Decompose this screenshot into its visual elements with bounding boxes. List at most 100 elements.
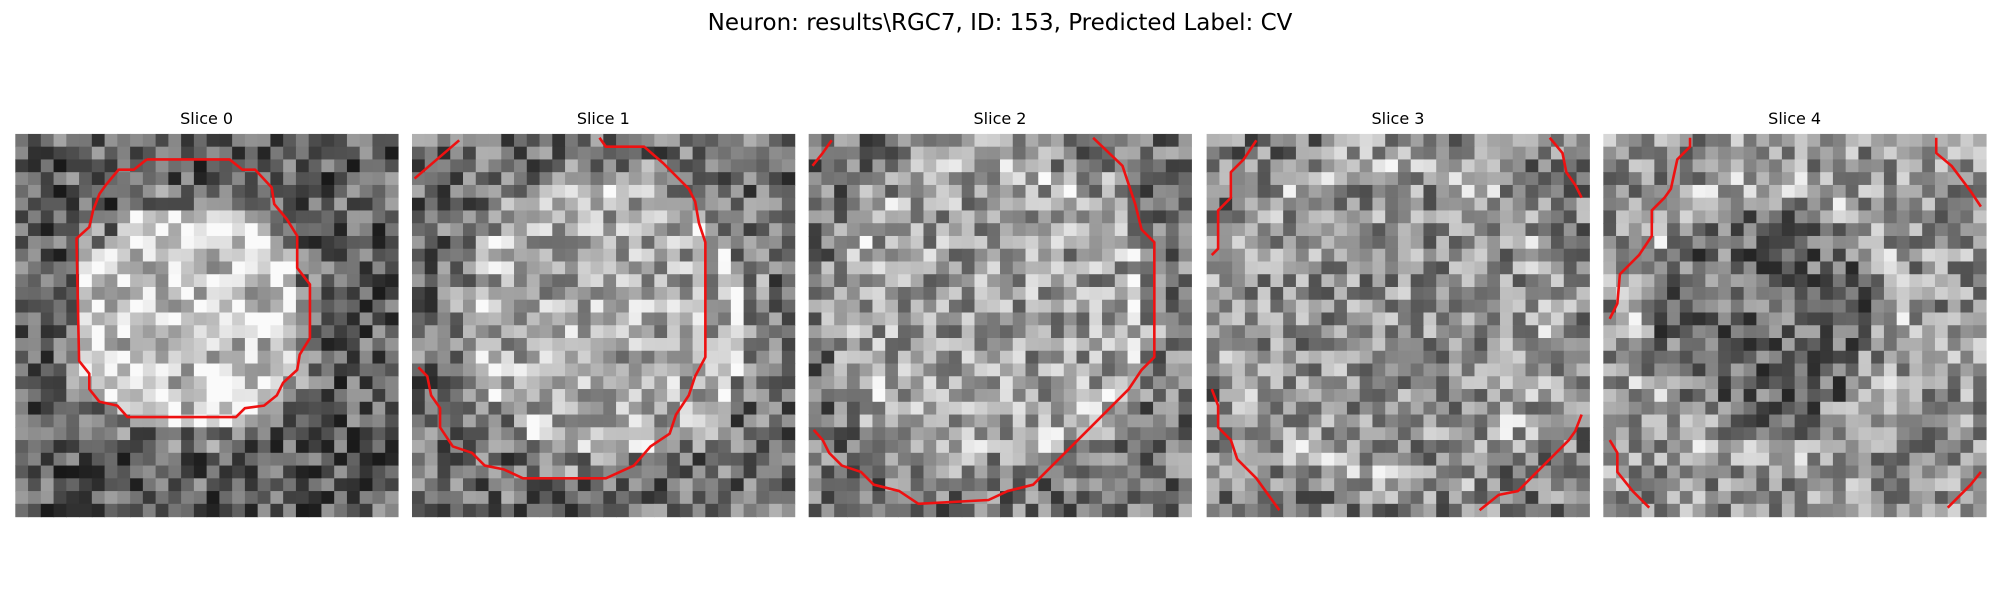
pixel [1000, 286, 1014, 301]
pixel [1063, 465, 1078, 479]
pixel [1551, 235, 1565, 250]
pixel [1283, 465, 1297, 479]
pixel [834, 133, 848, 148]
pixel [1692, 478, 1706, 492]
pixel [437, 440, 451, 454]
pixel [1769, 172, 1783, 186]
pixel [1178, 261, 1192, 275]
pixel [1244, 172, 1259, 186]
pixel [897, 401, 912, 416]
pixel [1525, 172, 1539, 186]
pixel [526, 440, 541, 454]
pixel [1461, 478, 1476, 492]
pixel [808, 210, 823, 224]
pixel [846, 299, 861, 314]
pixel [1705, 401, 1719, 416]
pixel [821, 325, 835, 339]
pixel [1883, 312, 1898, 326]
pixel [577, 389, 592, 403]
pixel [1359, 299, 1374, 314]
pixel [1232, 325, 1246, 339]
pixel [359, 312, 374, 326]
pixel [1794, 261, 1808, 275]
pixel [359, 210, 374, 224]
pixel [641, 184, 655, 199]
pixel [1769, 440, 1783, 454]
pixel [628, 184, 643, 199]
pixel [1603, 235, 1617, 250]
pixel [705, 503, 719, 518]
pixel [219, 248, 233, 263]
pixel [155, 223, 169, 237]
pixel [181, 427, 195, 441]
pixel [834, 350, 848, 365]
pixel [679, 338, 694, 352]
pixel [910, 159, 925, 173]
pixel [808, 286, 823, 301]
pixel [1705, 440, 1719, 454]
pixel [501, 235, 515, 250]
pixel [1641, 452, 1655, 467]
pixel [769, 465, 783, 479]
pixel [961, 325, 976, 339]
pixel [488, 414, 502, 428]
pixel [1321, 440, 1335, 454]
pixel [1448, 465, 1463, 479]
pixel [1308, 197, 1323, 212]
pixel [961, 261, 976, 275]
pixel [781, 312, 796, 326]
pixel [104, 248, 118, 263]
pixel [1219, 223, 1233, 237]
pixel [961, 440, 976, 454]
pixel [514, 491, 528, 505]
pixel [66, 389, 80, 403]
pixel [1563, 363, 1578, 377]
pixel [91, 274, 106, 288]
pixel [321, 197, 335, 212]
pixel [1063, 197, 1078, 212]
pixel [1845, 478, 1860, 492]
pixel [514, 286, 528, 301]
pixel [1448, 299, 1463, 314]
pixel [1270, 503, 1284, 518]
pixel [372, 197, 386, 212]
pixel [372, 478, 386, 492]
pixel [1063, 363, 1078, 377]
pixel [1525, 223, 1539, 237]
pixel [743, 427, 757, 441]
pixel [1500, 465, 1514, 479]
pixel [1283, 350, 1297, 365]
contour [812, 136, 1156, 506]
pixel [1423, 197, 1437, 212]
pixel [1308, 503, 1323, 518]
pixel [1538, 146, 1552, 161]
pixel [1807, 427, 1821, 441]
pixel [53, 452, 67, 467]
pixel [168, 235, 182, 250]
pixel [859, 223, 874, 237]
pixel [679, 286, 694, 301]
pixel [1102, 133, 1116, 148]
pixel [155, 338, 169, 352]
pixel [756, 401, 770, 416]
pixel [1244, 146, 1259, 161]
pixel [501, 452, 515, 467]
pixel [1487, 440, 1501, 454]
pixel [1960, 248, 1974, 263]
pixel [463, 299, 477, 314]
pixel [834, 465, 848, 479]
pixel [730, 478, 745, 492]
pixel [91, 376, 106, 390]
pixel [501, 312, 515, 326]
pixel [514, 338, 528, 352]
pixel [1641, 491, 1655, 505]
pixel [1283, 363, 1297, 377]
pixel [1667, 133, 1681, 148]
pixel [603, 452, 617, 467]
pixel [1051, 248, 1065, 263]
pixel [1178, 235, 1192, 250]
pixel [1845, 427, 1860, 441]
pixel [628, 401, 643, 416]
pixel [155, 350, 169, 365]
pixel [1883, 146, 1898, 161]
